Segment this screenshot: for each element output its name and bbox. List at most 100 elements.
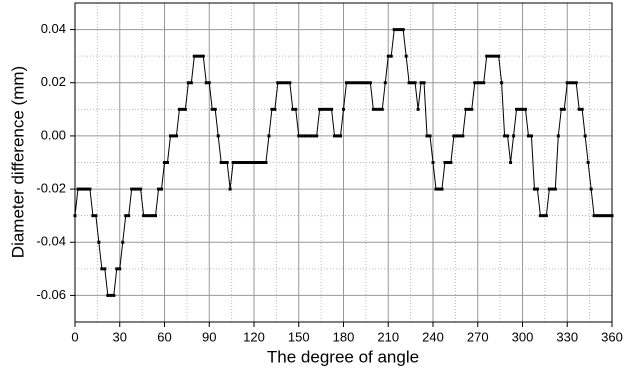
data-point	[154, 214, 158, 218]
data-point	[180, 107, 184, 111]
data-point	[228, 187, 232, 191]
y-axis-title: Diameter difference (mm)	[8, 66, 27, 258]
x-tick-label: 30	[113, 329, 127, 344]
data-point	[547, 187, 551, 191]
data-point	[482, 81, 486, 85]
data-point	[148, 214, 152, 218]
data-point	[365, 81, 369, 85]
data-point	[598, 214, 602, 218]
data-point	[386, 54, 390, 58]
data-point	[467, 107, 471, 111]
x-tick-label: 240	[422, 329, 444, 344]
data-point	[312, 134, 316, 138]
data-point	[434, 187, 438, 191]
data-point	[428, 134, 432, 138]
data-point	[309, 134, 313, 138]
data-point	[523, 107, 527, 111]
data-point	[380, 107, 384, 111]
data-point	[115, 267, 119, 271]
data-point	[207, 81, 211, 85]
data-point	[359, 81, 363, 85]
data-point	[362, 81, 366, 85]
data-point	[73, 214, 77, 218]
data-point	[374, 107, 378, 111]
y-tick-label: 0.00	[41, 127, 66, 142]
data-point	[464, 107, 468, 111]
data-point	[521, 107, 524, 111]
data-point	[383, 81, 387, 85]
data-point	[333, 134, 337, 138]
data-point	[177, 107, 181, 111]
data-point	[342, 107, 345, 111]
data-point	[85, 187, 89, 191]
data-point	[252, 161, 256, 164]
data-point	[82, 187, 86, 191]
data-point	[601, 214, 605, 218]
data-point	[518, 107, 522, 111]
data-point	[103, 267, 107, 271]
data-point	[410, 81, 414, 85]
data-point	[234, 161, 238, 164]
data-point	[529, 134, 533, 138]
data-point	[565, 81, 569, 85]
data-point	[494, 54, 498, 58]
data-point	[189, 81, 193, 85]
data-point	[324, 107, 328, 111]
data-point	[225, 161, 229, 164]
data-point	[339, 134, 343, 138]
data-point	[174, 134, 178, 138]
plot-frame	[74, 2, 613, 323]
data-point	[512, 134, 516, 138]
data-point	[568, 81, 572, 85]
data-point	[127, 214, 131, 218]
data-point	[106, 293, 110, 297]
data-point	[151, 214, 155, 218]
data-point	[404, 54, 408, 58]
data-point	[446, 161, 450, 164]
data-point	[133, 187, 137, 191]
data-point	[431, 161, 435, 164]
data-point	[276, 81, 280, 85]
data-point	[145, 214, 149, 218]
data-point	[195, 54, 199, 58]
x-tick-label: 150	[288, 329, 310, 344]
data-point	[413, 81, 417, 85]
x-tick-label: 210	[377, 329, 399, 344]
data-point	[183, 107, 187, 111]
data-point	[121, 240, 125, 244]
data-point	[273, 107, 277, 111]
x-tick-label: 360	[601, 329, 623, 344]
data-point	[210, 107, 214, 111]
data-point	[559, 107, 563, 111]
data-point	[216, 134, 220, 138]
data-point	[586, 161, 590, 164]
data-point	[452, 134, 456, 138]
data-point	[473, 81, 477, 85]
data-point	[192, 54, 196, 58]
data-point	[264, 161, 268, 164]
data-point	[416, 107, 420, 111]
data-point	[130, 187, 134, 191]
data-point	[321, 107, 325, 111]
data-point	[437, 187, 441, 191]
data-point	[160, 187, 164, 191]
data-point	[574, 81, 578, 85]
data-point	[419, 81, 423, 85]
data-point	[139, 187, 143, 191]
data-point	[261, 161, 265, 164]
data-point	[562, 107, 566, 111]
data-point	[100, 267, 104, 271]
data-point	[401, 28, 405, 32]
data-point	[255, 161, 259, 164]
y-tick-label: -0.06	[36, 287, 66, 302]
data-point	[610, 214, 614, 218]
data-point	[142, 214, 146, 218]
data-point	[306, 134, 310, 138]
data-point	[407, 81, 411, 85]
data-point	[258, 161, 262, 164]
data-point	[94, 214, 98, 218]
y-tick-label: -0.04	[36, 234, 66, 249]
data-point	[541, 214, 545, 218]
data-point	[371, 107, 375, 111]
